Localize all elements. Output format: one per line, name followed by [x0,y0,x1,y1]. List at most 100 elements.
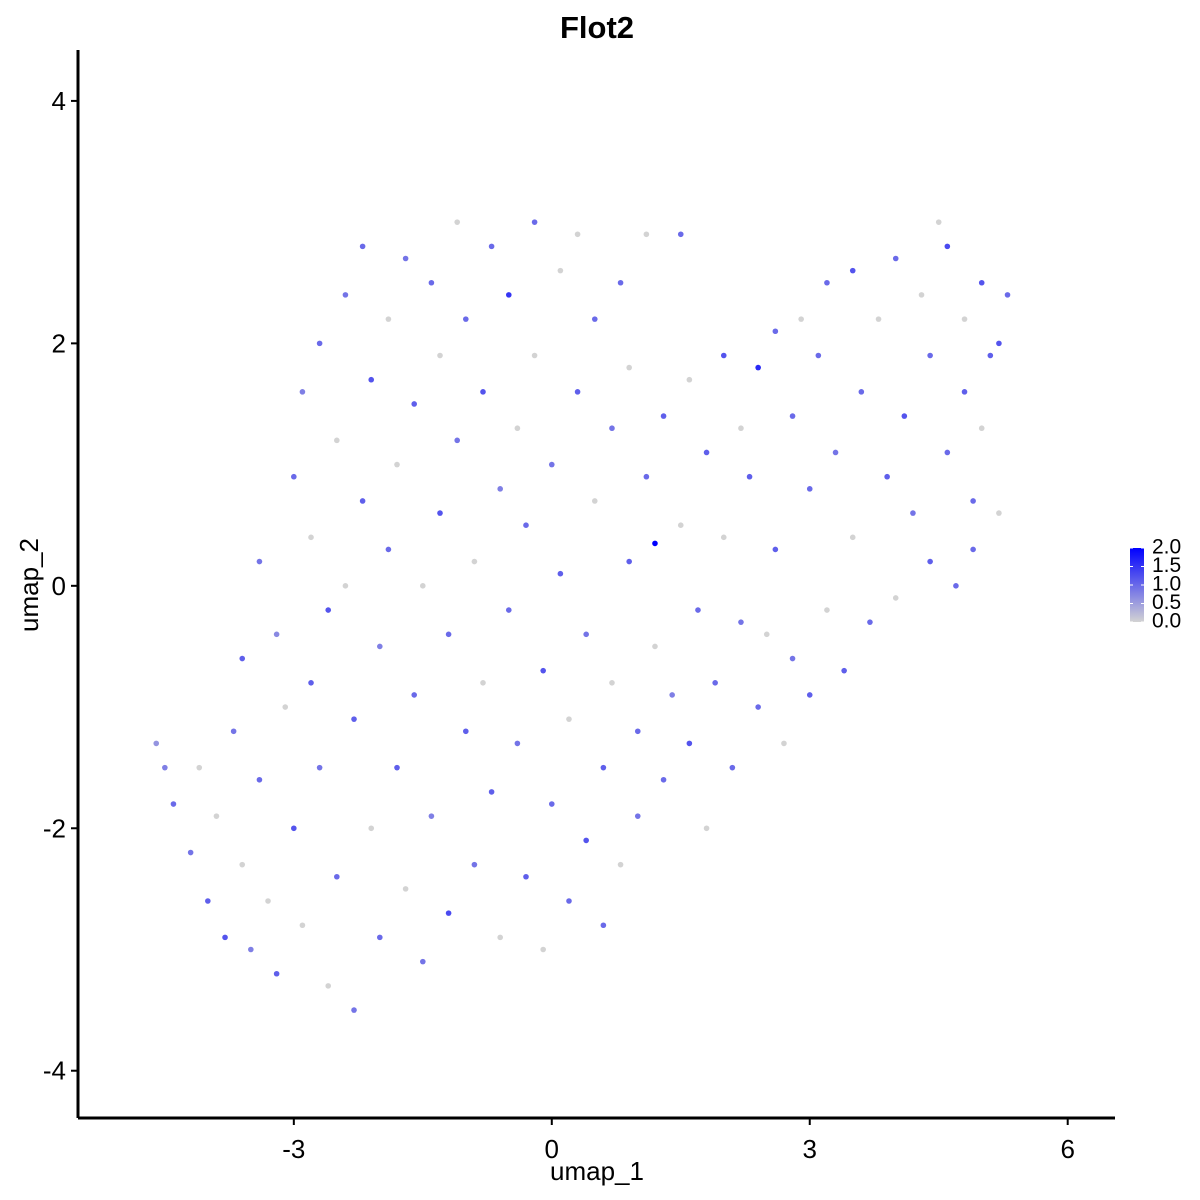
point [643,231,650,238]
point [703,825,710,832]
point [256,558,263,565]
x-tick-label: 3 [803,1134,817,1164]
point [978,279,985,286]
point [505,292,512,298]
point [574,389,581,395]
point [428,279,435,286]
point [463,728,469,735]
point [316,764,323,771]
point [996,340,1002,347]
point [953,583,959,589]
point [420,958,426,965]
point [609,425,615,432]
point [600,922,607,929]
point [265,898,271,904]
point [686,740,693,747]
point [720,352,727,359]
point [480,389,486,395]
point [987,352,994,359]
point [308,534,314,541]
point [342,583,349,589]
point [961,316,968,322]
colorbar-tick-label: 0.5 [1152,591,1181,614]
point [557,267,564,274]
point [402,886,409,892]
point [789,655,796,662]
point [617,861,624,868]
point [548,461,555,468]
point [755,364,761,371]
colorbar [1130,548,1144,622]
point [1004,292,1011,298]
point [394,764,400,771]
point [660,776,667,783]
point [695,607,701,613]
point [927,558,933,565]
point [368,376,375,383]
point [454,437,461,444]
point [463,316,469,322]
point [437,352,443,359]
point [996,510,1002,516]
point [892,595,899,601]
point [291,825,297,832]
point [626,558,632,565]
point [806,692,813,698]
point [755,704,761,710]
point [505,607,512,613]
colorbar-tick-label: 0.0 [1152,610,1181,633]
point [798,316,804,322]
point [368,825,375,832]
point [548,801,555,807]
point [299,922,306,929]
point [342,292,349,298]
point [763,631,770,638]
point [359,498,366,504]
point [187,849,194,856]
point [282,704,289,710]
colorbar-tick-label: 1.5 [1152,554,1181,577]
point [351,716,357,722]
point [256,776,263,783]
point [488,789,495,795]
point [213,813,220,819]
point [325,607,332,613]
point [772,546,779,553]
point [626,364,632,371]
point [385,316,392,322]
point [351,1007,357,1013]
point [540,667,546,674]
point [222,934,228,941]
x-tick-label: 6 [1060,1134,1074,1164]
point [901,413,908,419]
point [944,243,951,250]
point [789,413,796,419]
point [411,692,418,698]
point [523,873,529,880]
point [643,473,650,480]
point [359,243,366,250]
point [523,522,529,529]
point [377,934,383,941]
point [729,764,736,771]
point [669,692,675,698]
point [334,437,340,444]
point [162,764,168,771]
point [402,255,409,262]
point [428,813,435,819]
point [205,898,211,904]
point [153,740,160,747]
point [867,619,873,625]
x-axis-title: umap_1 [550,1156,644,1186]
colorbar-tick-label: 2.0 [1152,536,1181,559]
point [239,655,246,662]
point [411,401,418,407]
y-tick-label: -4 [43,1056,66,1086]
point [677,522,684,529]
y-tick-label: -2 [43,813,66,843]
colorbar-tick-label: 1.0 [1152,573,1181,596]
point [609,679,615,686]
point [961,389,968,395]
point [566,716,572,722]
